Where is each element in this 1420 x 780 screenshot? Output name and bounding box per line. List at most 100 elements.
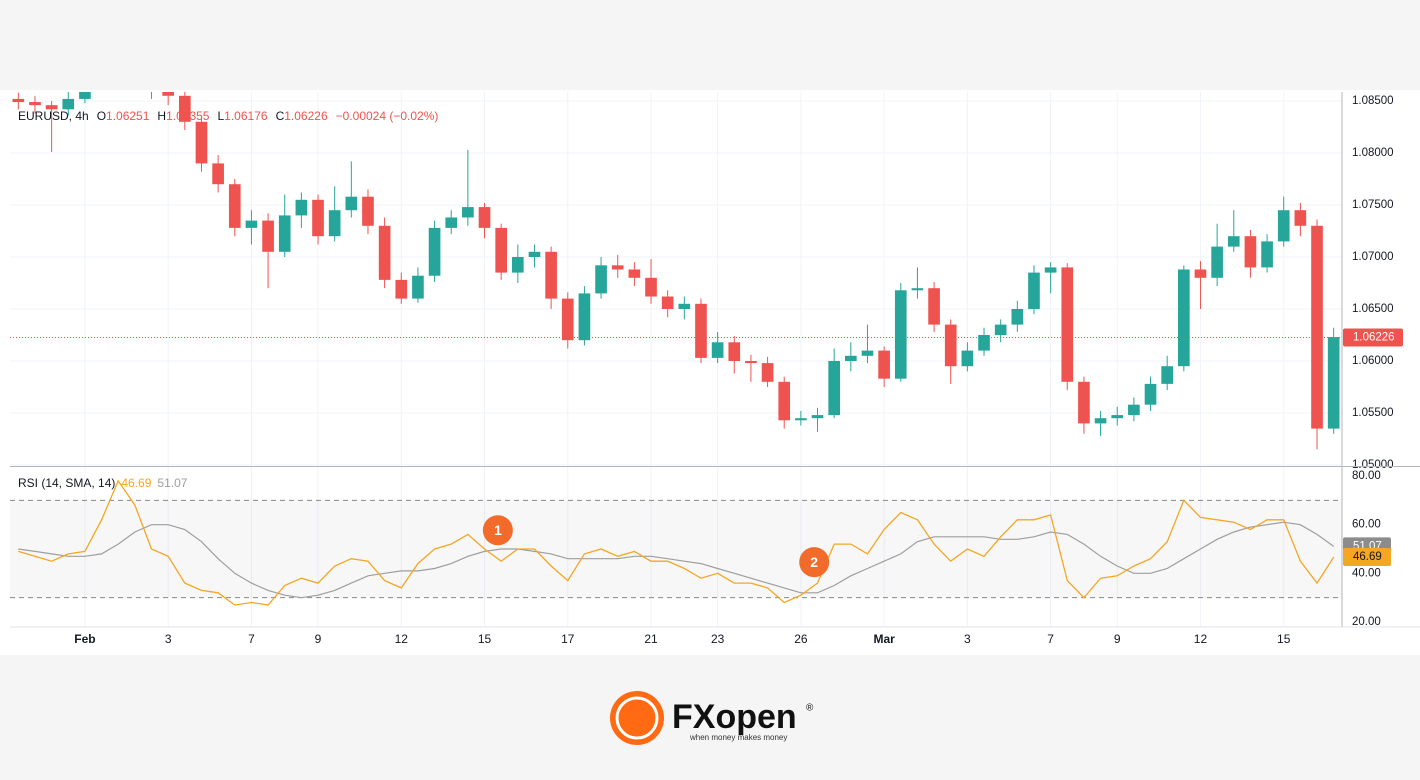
candle-body — [1161, 366, 1174, 384]
candle-body — [1128, 404, 1140, 416]
candle-body — [62, 98, 75, 110]
x-tick-label: 9 — [315, 632, 322, 646]
annotation-marker — [799, 547, 830, 578]
candle-body — [1028, 272, 1040, 309]
candle-body — [861, 350, 874, 356]
candle-body — [761, 363, 774, 382]
x-tick-label: 26 — [794, 632, 808, 646]
rsi-value: 46.69 — [121, 476, 151, 490]
candle-body — [778, 381, 791, 421]
x-tick-label: Mar — [873, 632, 895, 646]
candle-body — [1277, 210, 1290, 242]
candle-body — [29, 102, 41, 106]
candle-body — [894, 290, 907, 379]
logo-tagline: when money makes money — [689, 733, 787, 742]
candle-body — [661, 296, 674, 309]
candle-body — [528, 251, 541, 257]
y-tick-label: 1.08500 — [1352, 95, 1394, 107]
candle-body — [1061, 267, 1074, 382]
candle-body — [1177, 269, 1190, 367]
candle-body — [312, 199, 324, 237]
candle-body — [1111, 415, 1124, 419]
x-tick-label: 3 — [165, 632, 172, 646]
rsi-tick-label: 60.00 — [1352, 519, 1381, 531]
x-tick-label: 17 — [561, 632, 575, 646]
rsi-line — [18, 479, 1335, 606]
ohlc-value: 1.06355 — [166, 109, 210, 123]
candle-body — [795, 418, 807, 421]
rsi-tick-label: 80.00 — [1352, 470, 1381, 482]
candle-body — [162, 92, 175, 96]
last-price-badge — [1343, 328, 1403, 347]
ohlc-key: H — [157, 109, 166, 123]
candle-body — [79, 92, 91, 99]
candle-body — [1294, 210, 1307, 226]
candle-body — [1094, 418, 1107, 424]
candle-body — [445, 217, 458, 228]
candle-body — [578, 293, 591, 341]
candle-body — [178, 95, 191, 122]
candle-body — [345, 196, 358, 211]
x-tick-label: 15 — [1277, 632, 1291, 646]
candle-body — [328, 210, 341, 237]
candle-body — [362, 196, 374, 226]
y-tick-label: 1.06000 — [1352, 355, 1394, 367]
symbol-label: EURUSD, 4h — [18, 109, 89, 123]
logo-icon-ring — [615, 696, 659, 740]
candle-body — [811, 415, 824, 419]
annotation-label: 1 — [494, 522, 502, 538]
candle-body — [478, 207, 491, 228]
candle-body — [245, 220, 258, 228]
candle-body — [561, 298, 574, 341]
candle-body — [994, 324, 1007, 335]
candle-body — [695, 303, 707, 358]
candle-body — [12, 98, 25, 103]
candle-body — [1078, 381, 1090, 424]
candle-body — [129, 75, 141, 82]
candle-body — [1144, 383, 1157, 405]
y-tick-label: 1.06500 — [1352, 303, 1394, 315]
candle-body — [1044, 267, 1057, 273]
candle-body — [262, 220, 274, 252]
candle-body — [412, 275, 424, 299]
y-tick-label: 1.08000 — [1352, 147, 1394, 159]
y-tick-label: 1.05500 — [1352, 407, 1394, 419]
candle-body — [495, 227, 508, 273]
annotation-label: 2 — [810, 554, 818, 570]
candle-body — [944, 324, 957, 367]
candle-body — [1244, 236, 1257, 268]
candle-body — [212, 163, 224, 185]
rsi-title: RSI (14, SMA, 14) — [18, 476, 115, 490]
candle-body — [378, 225, 391, 280]
candle-body — [844, 355, 857, 361]
candle-body — [395, 279, 408, 299]
y-tick-label: 1.07000 — [1352, 251, 1394, 263]
x-tick-label: 7 — [248, 632, 255, 646]
ohlc-value: 1.06176 — [224, 109, 268, 123]
x-tick-label: 21 — [644, 632, 658, 646]
ohlc-value: 1.06251 — [106, 109, 150, 123]
candle-body — [511, 257, 524, 273]
candle-body — [1327, 337, 1340, 429]
candle-body — [728, 342, 741, 361]
rsi-sma-line — [18, 521, 1335, 599]
candle-body — [611, 265, 624, 270]
x-tick-label: Feb — [74, 632, 95, 646]
candle-body — [45, 105, 58, 110]
candle-body — [146, 82, 158, 90]
ohlc-key: L — [217, 109, 224, 123]
candle-body — [112, 70, 124, 75]
candle-body — [295, 199, 308, 216]
candle-body — [1211, 246, 1223, 278]
change-value: −0.00024 (−0.02%) — [336, 109, 439, 123]
logo-brand: FXopen — [672, 698, 797, 736]
candle-body — [462, 207, 474, 218]
candle-body — [645, 277, 657, 297]
candle-body — [878, 350, 890, 379]
chart-panel — [0, 90, 1420, 655]
candle-body — [928, 288, 940, 325]
candle-body — [678, 303, 691, 309]
candle-body — [1311, 225, 1323, 429]
candle-body — [545, 251, 557, 299]
